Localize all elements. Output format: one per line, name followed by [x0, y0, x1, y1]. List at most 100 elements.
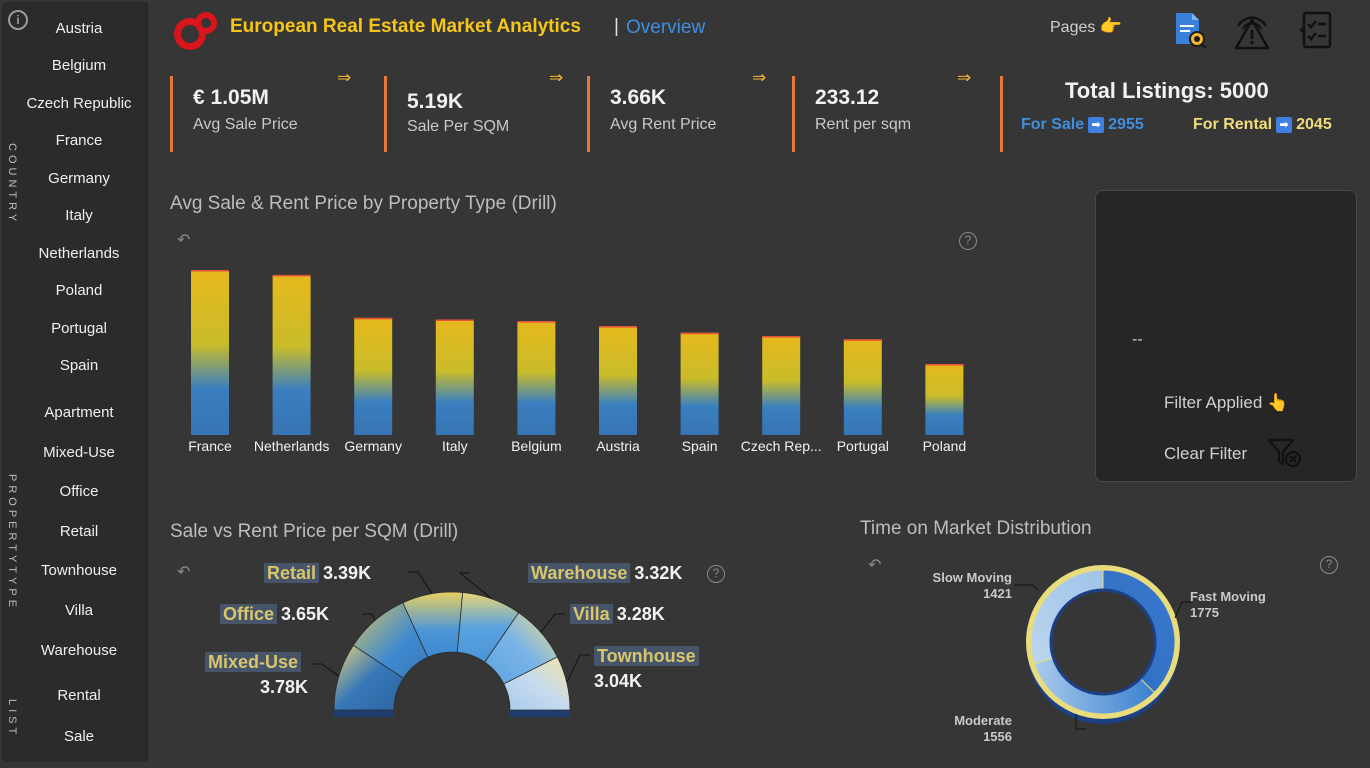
slicer-type-warehouse[interactable]: Warehouse [40, 642, 118, 659]
callout-value: 3.39K [323, 563, 372, 583]
pointing-hand-icon: 👉 [1099, 16, 1123, 36]
donut-leader-line [1174, 601, 1191, 619]
slicer-country-poland[interactable]: Poland [55, 282, 103, 299]
slicer-country-belgium[interactable]: Belgium [51, 57, 107, 74]
slicer-type-office[interactable]: Office [59, 483, 99, 500]
slicer-type-villa[interactable]: Villa [64, 602, 94, 619]
bar-rent-segment[interactable] [762, 336, 801, 338]
callout-value: 3.32K [634, 563, 683, 583]
slicer-country-netherlands[interactable]: Netherlands [38, 245, 120, 262]
slicer-type-mixed-use[interactable]: Mixed-Use [43, 444, 115, 461]
bar-france[interactable] [191, 270, 229, 435]
donut-label-name: Slow Moving [932, 570, 1012, 585]
arrow-right-icon: ➡ [1088, 117, 1105, 133]
semicircle-segment-townhouse[interactable] [503, 656, 571, 711]
drill-arrow-icon[interactable]: ⇒ [337, 68, 352, 87]
drill-up-back-icon[interactable]: ↶ [177, 564, 191, 581]
drill-up-back-icon[interactable]: ↶ [177, 232, 191, 249]
donut-label-name: Fast Moving [1190, 589, 1266, 604]
bar-rent-segment[interactable] [517, 321, 556, 323]
bar-tick-label: Portugal [836, 438, 889, 454]
bar-belgium[interactable] [517, 321, 556, 435]
filter-applied-button[interactable]: Filter Applied 👆 [1164, 393, 1288, 413]
for-sale-count: For Sale ➡ 2955 [1021, 116, 1144, 134]
slicer-country-germany[interactable]: Germany [48, 170, 110, 187]
drill-up-back-icon[interactable]: ↶ [868, 557, 882, 574]
drill-arrow-icon[interactable]: ⇒ [549, 68, 564, 87]
market-time-donut-chart [1014, 565, 1191, 730]
drill-arrow-icon[interactable]: ⇒ [957, 68, 972, 87]
kpi-label: Avg Rent Price [610, 116, 717, 133]
help-icon[interactable]: ? [959, 232, 977, 250]
bar-netherlands[interactable] [272, 274, 311, 435]
donut-label-value: 1556 [983, 729, 1012, 744]
donut-label-slow-moving: Slow Moving 1421 [912, 570, 1012, 602]
callout-label: Villa [570, 604, 613, 624]
slicer-country-austria[interactable]: Austria [55, 20, 103, 37]
donut-label-name: Moderate [954, 713, 1012, 728]
slicer-country-czech-republic[interactable]: Czech Republic [26, 95, 132, 112]
document-search-icon[interactable] [1170, 10, 1210, 50]
drill-arrow-icon[interactable]: ⇒ [752, 68, 767, 87]
slicer-list-rental[interactable]: Rental [57, 687, 101, 704]
slicer-type-apartment[interactable]: Apartment [44, 404, 114, 421]
slicer-type-townhouse[interactable]: Townhouse [41, 562, 117, 579]
slicer-type-retail[interactable]: Retail [59, 523, 99, 540]
help-icon[interactable]: ? [707, 565, 725, 583]
info-icon[interactable]: i [8, 10, 28, 30]
slicer-country-portugal[interactable]: Portugal [51, 320, 107, 337]
bar-italy[interactable] [435, 319, 474, 436]
callout-leader-line [312, 663, 340, 677]
kpi-label: Avg Sale Price [193, 116, 298, 133]
page-name-link[interactable]: Overview [626, 17, 706, 38]
callout-townhouse: Townhouse [594, 646, 699, 667]
market-time-chart-title: Time on Market Distribution [860, 518, 1092, 539]
arrow-right-icon: ➡ [1276, 117, 1293, 133]
bar-chart [191, 270, 964, 436]
callout-label: Warehouse [528, 563, 631, 583]
bar-tick-label: Italy [441, 438, 468, 454]
bar-czech-rep-[interactable] [762, 336, 801, 435]
bar-germany[interactable] [354, 317, 393, 435]
bar-tick-label: Spain [681, 438, 718, 454]
callout-leader-line [408, 571, 433, 594]
slicer-country-spain[interactable]: Spain [59, 357, 99, 374]
kpi-label: Rent per sqm [815, 116, 912, 133]
slicer-list-sale[interactable]: Sale [63, 728, 95, 745]
bar-rent-segment[interactable] [272, 274, 311, 277]
checklist-icon[interactable] [1296, 10, 1336, 50]
bar-rent-segment[interactable] [925, 364, 964, 366]
bar-spain[interactable] [680, 332, 719, 435]
bar-portugal[interactable] [843, 339, 882, 435]
pages-navigation-button[interactable]: Pages 👉 [1050, 16, 1122, 37]
bar-rent-segment[interactable] [599, 326, 637, 328]
filter-applied-label: Filter Applied [1164, 393, 1263, 412]
bar-tick-label: Belgium [511, 438, 562, 454]
bar-rent-segment[interactable] [843, 339, 882, 341]
kpi-avg-rent-price: 3.66K Avg Rent Price ⇒ [587, 68, 771, 152]
clear-filter-button[interactable]: Clear Filter [1164, 444, 1248, 463]
bar-austria[interactable] [599, 326, 637, 435]
signal-warning-icon[interactable] [1232, 10, 1272, 50]
donut-label-moderate: Moderate 1556 [930, 713, 1012, 745]
help-icon[interactable]: ? [1320, 556, 1338, 574]
clear-filter-icon[interactable] [1266, 437, 1306, 469]
bar-rent-segment[interactable] [435, 319, 474, 322]
slicer-country-italy[interactable]: Italy [65, 207, 93, 224]
bar-tick-label: Austria [596, 438, 640, 454]
donut-leader-line [1075, 714, 1086, 730]
callout-value: 3.65K [281, 604, 330, 624]
bar-tick-label: Poland [922, 438, 967, 454]
bar-rent-segment[interactable] [680, 332, 719, 335]
pages-label: Pages [1050, 19, 1096, 36]
for-rental-count: For Rental ➡ 2045 [1193, 116, 1332, 134]
bar-poland[interactable] [925, 364, 964, 435]
callout-townhouse-value: 3.04K [590, 671, 642, 692]
bar-rent-segment[interactable] [191, 270, 229, 272]
callout-warehouse: Warehouse 3.32K [528, 563, 682, 584]
slicer-country-france[interactable]: France [55, 132, 103, 149]
bar-rent-segment[interactable] [354, 317, 393, 320]
callout-leader-line [566, 654, 590, 683]
kpi-total-listings: Total Listings: 5000 For Sale ➡ 2955 For R… [1000, 76, 1352, 152]
